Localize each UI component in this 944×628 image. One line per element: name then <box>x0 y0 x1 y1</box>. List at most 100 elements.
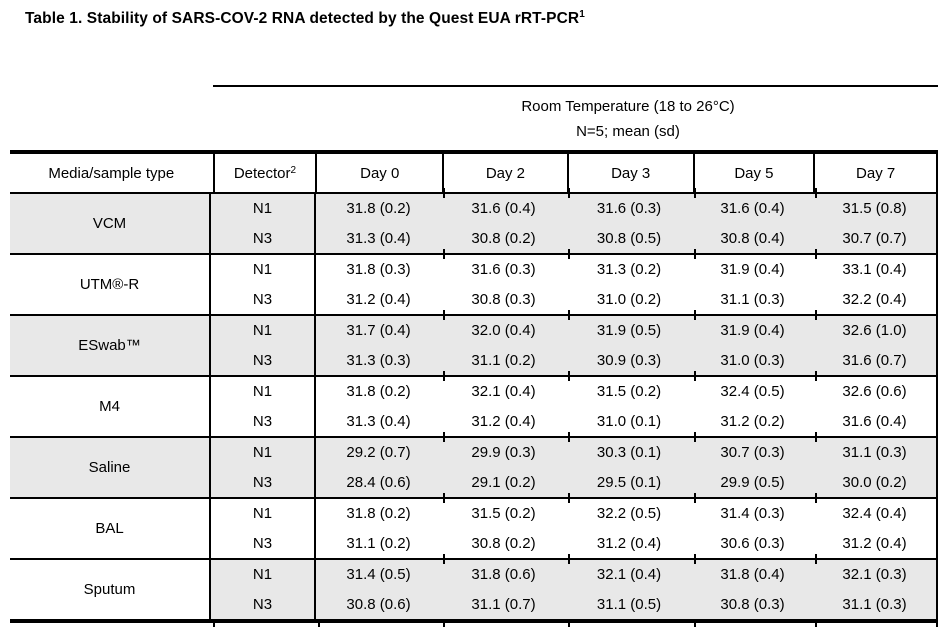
ct-value-cell: 31.8 (0.4) <box>692 560 813 590</box>
detector-cell: N1 <box>211 560 316 590</box>
column-border-stub <box>694 432 696 442</box>
ct-value-cell: 31.5 (0.2) <box>471 505 536 523</box>
detector-data-row: N1 31.8 (0.2) 31.6 (0.4) 31.6 (0.3) 31.6 (0.… <box>211 194 936 224</box>
stability-table: Room Temperature (18 to 26°C) N=5; mean … <box>10 85 938 627</box>
column-border-stub <box>694 371 696 381</box>
column-header-day0: Day 0 <box>360 164 400 182</box>
column-header-row: Media/sample type Detector 2 Day 0 Day 2 … <box>10 150 938 194</box>
detector-cell: N3 <box>211 223 316 253</box>
column-border-stub <box>694 493 696 503</box>
column-border-stub <box>318 623 320 627</box>
group-data-rows: N1 31.4 (0.5) 31.8 (0.6) 32.1 (0.4) 31.8 (0.… <box>211 560 936 619</box>
detector-cell: N3 <box>211 345 316 375</box>
media-cell: BAL <box>10 499 211 558</box>
ct-value-cell: 31.4 (0.3) <box>720 505 785 523</box>
ct-value-cell: 31.1 (0.5) <box>566 589 692 619</box>
column-border-stub <box>815 371 817 381</box>
ct-value-cell: 31.0 (0.3) <box>692 345 813 375</box>
ct-value-cell: 32.1 (0.3) <box>813 560 936 590</box>
ct-value-cell: 30.9 (0.3) <box>566 345 692 375</box>
ct-value-cell: 30.8 (0.2) <box>471 534 536 552</box>
detector-data-row: N1 29.2 (0.7) 29.9 (0.3) 30.3 (0.1) 30.7 (0.… <box>211 438 936 468</box>
column-border-stub <box>568 188 570 198</box>
table-body: VCM N1 31.8 (0.2) 31.6 (0.4) 31.6 (0.3) 31.6 … <box>10 188 938 623</box>
group-data-rows: N1 31.7 (0.4) 32.0 (0.4) 31.9 (0.5) 31.9 (0.… <box>211 316 936 375</box>
detector-cell: N3 <box>211 284 316 314</box>
ct-value-cell: 33.1 (0.4) <box>842 261 907 279</box>
ct-value-cell: 31.6 (0.4) <box>842 412 907 430</box>
ct-value-cell: 31.9 (0.4) <box>720 261 785 279</box>
ct-value-cell: 32.2 (0.4) <box>842 290 907 308</box>
media-group-row: BAL N1 31.8 (0.2) 31.5 (0.2) 32.2 (0.5) 31.4 … <box>10 493 938 560</box>
ct-value-cell: 32.1 (0.4) <box>471 383 536 401</box>
table-cutoff-continuation <box>10 623 938 627</box>
group-data-rows: N1 29.2 (0.7) 29.9 (0.3) 30.3 (0.1) 30.7 (0.… <box>211 438 936 497</box>
column-border-stub <box>694 188 696 198</box>
media-cell: Sputum <box>10 560 211 619</box>
ct-value-cell: 30.7 (0.3) <box>692 438 813 468</box>
column-border-stub <box>568 623 570 627</box>
media-group-row: Saline N1 29.2 (0.7) 29.9 (0.3) 30.3 (0.1) 30… <box>10 432 938 499</box>
ct-value-cell: 31.2 (0.2) <box>720 412 785 430</box>
media-group-row: ESwab™ N1 31.7 (0.4) 32.0 (0.4) 31.9 (0.5) 31… <box>10 310 938 377</box>
ct-value-cell: 32.6 (1.0) <box>813 316 936 346</box>
ct-value-cell: 31.6 (0.7) <box>813 345 936 375</box>
detector-data-row: N3 31.3 (0.4) 30.8 (0.2) 30.8 (0.5) 30.8 (0.… <box>211 223 936 253</box>
ct-value-cell: 31.6 (0.3) <box>566 194 692 224</box>
group-data-rows: N1 31.8 (0.2) 31.6 (0.4) 31.6 (0.3) 31.6 (0.… <box>211 194 936 253</box>
column-border-stub <box>815 310 817 320</box>
detector-cell: N1 <box>211 377 316 407</box>
column-border-stub <box>443 623 445 627</box>
column-border-stub <box>694 554 696 564</box>
column-border-stub <box>694 310 696 320</box>
ct-value-cell: 32.6 (0.6) <box>842 383 907 401</box>
ct-value-cell: 31.2 (0.4) <box>596 534 662 552</box>
media-cell: M4 <box>10 377 211 436</box>
column-border-stub <box>815 432 817 442</box>
group-data-rows: N1 31.8 (0.2) 32.1 (0.4) 31.5 (0.2) 32.4 (0.… <box>211 377 936 436</box>
detector-cell: N1 <box>211 316 316 346</box>
ct-value-cell: 29.9 (0.3) <box>441 438 566 468</box>
column-border-stub <box>568 310 570 320</box>
ct-value-cell: 31.3 (0.4) <box>316 223 441 253</box>
ct-value-cell: 31.6 (0.4) <box>692 194 813 224</box>
media-group-row: M4 N1 31.8 (0.2) 32.1 (0.4) 31.5 (0.2) 32.4 (… <box>10 371 938 438</box>
ct-value-cell: 31.1 (0.2) <box>346 534 411 552</box>
ct-value-cell: 32.2 (0.5) <box>596 505 662 523</box>
ct-value-cell: 31.1 (0.3) <box>813 589 936 619</box>
column-border-stub <box>443 432 445 442</box>
ct-value-cell: 28.4 (0.6) <box>316 467 441 497</box>
ct-value-cell: 31.2 (0.4) <box>346 290 411 308</box>
detector-cell: N1 <box>211 194 316 224</box>
detector-data-row: N3 30.8 (0.6) 31.1 (0.7) 31.1 (0.5) 30.8 (0.… <box>211 589 936 619</box>
ct-value-cell: 31.2 (0.4) <box>471 412 536 430</box>
detector-data-row: N1 31.8 (0.3) 31.6 (0.3) 31.3 (0.2) 31.9 (0.… <box>211 255 936 285</box>
ct-value-cell: 30.8 (0.6) <box>316 589 441 619</box>
column-border-stub <box>443 493 445 503</box>
ct-value-cell: 29.5 (0.1) <box>566 467 692 497</box>
ct-value-cell: 31.8 (0.2) <box>346 383 411 401</box>
column-border-stub <box>443 188 445 198</box>
ct-value-cell: 31.3 (0.2) <box>596 261 662 279</box>
ct-value-cell: 30.8 (0.2) <box>441 223 566 253</box>
detector-cell: N1 <box>211 255 316 285</box>
ct-value-cell: 31.6 (0.4) <box>441 194 566 224</box>
ct-value-cell: 30.8 (0.5) <box>566 223 692 253</box>
ct-value-cell: 31.8 (0.6) <box>441 560 566 590</box>
ct-value-cell: 31.7 (0.4) <box>316 316 441 346</box>
column-border-stub <box>694 249 696 259</box>
span-header-line1: Room Temperature (18 to 26°C) <box>521 97 735 115</box>
column-border-stub <box>443 249 445 259</box>
ct-value-cell: 31.9 (0.5) <box>566 316 692 346</box>
ct-value-cell: 30.8 (0.3) <box>692 589 813 619</box>
ct-value-cell: 31.1 (0.3) <box>720 290 785 308</box>
detector-cell: N1 <box>211 438 316 468</box>
column-border-stub <box>443 371 445 381</box>
detector-data-row: N3 31.1 (0.2) 30.8 (0.2) 31.2 (0.4) 30.6 (0.… <box>211 528 936 558</box>
column-border-stub <box>568 249 570 259</box>
column-header-day7: Day 7 <box>813 154 936 192</box>
ct-value-cell: 29.9 (0.5) <box>692 467 813 497</box>
media-group-row: Sputum N1 31.4 (0.5) 31.8 (0.6) 32.1 (0.4) 31… <box>10 554 938 619</box>
ct-value-cell: 29.2 (0.7) <box>316 438 441 468</box>
ct-value-cell: 30.0 (0.2) <box>813 467 936 497</box>
